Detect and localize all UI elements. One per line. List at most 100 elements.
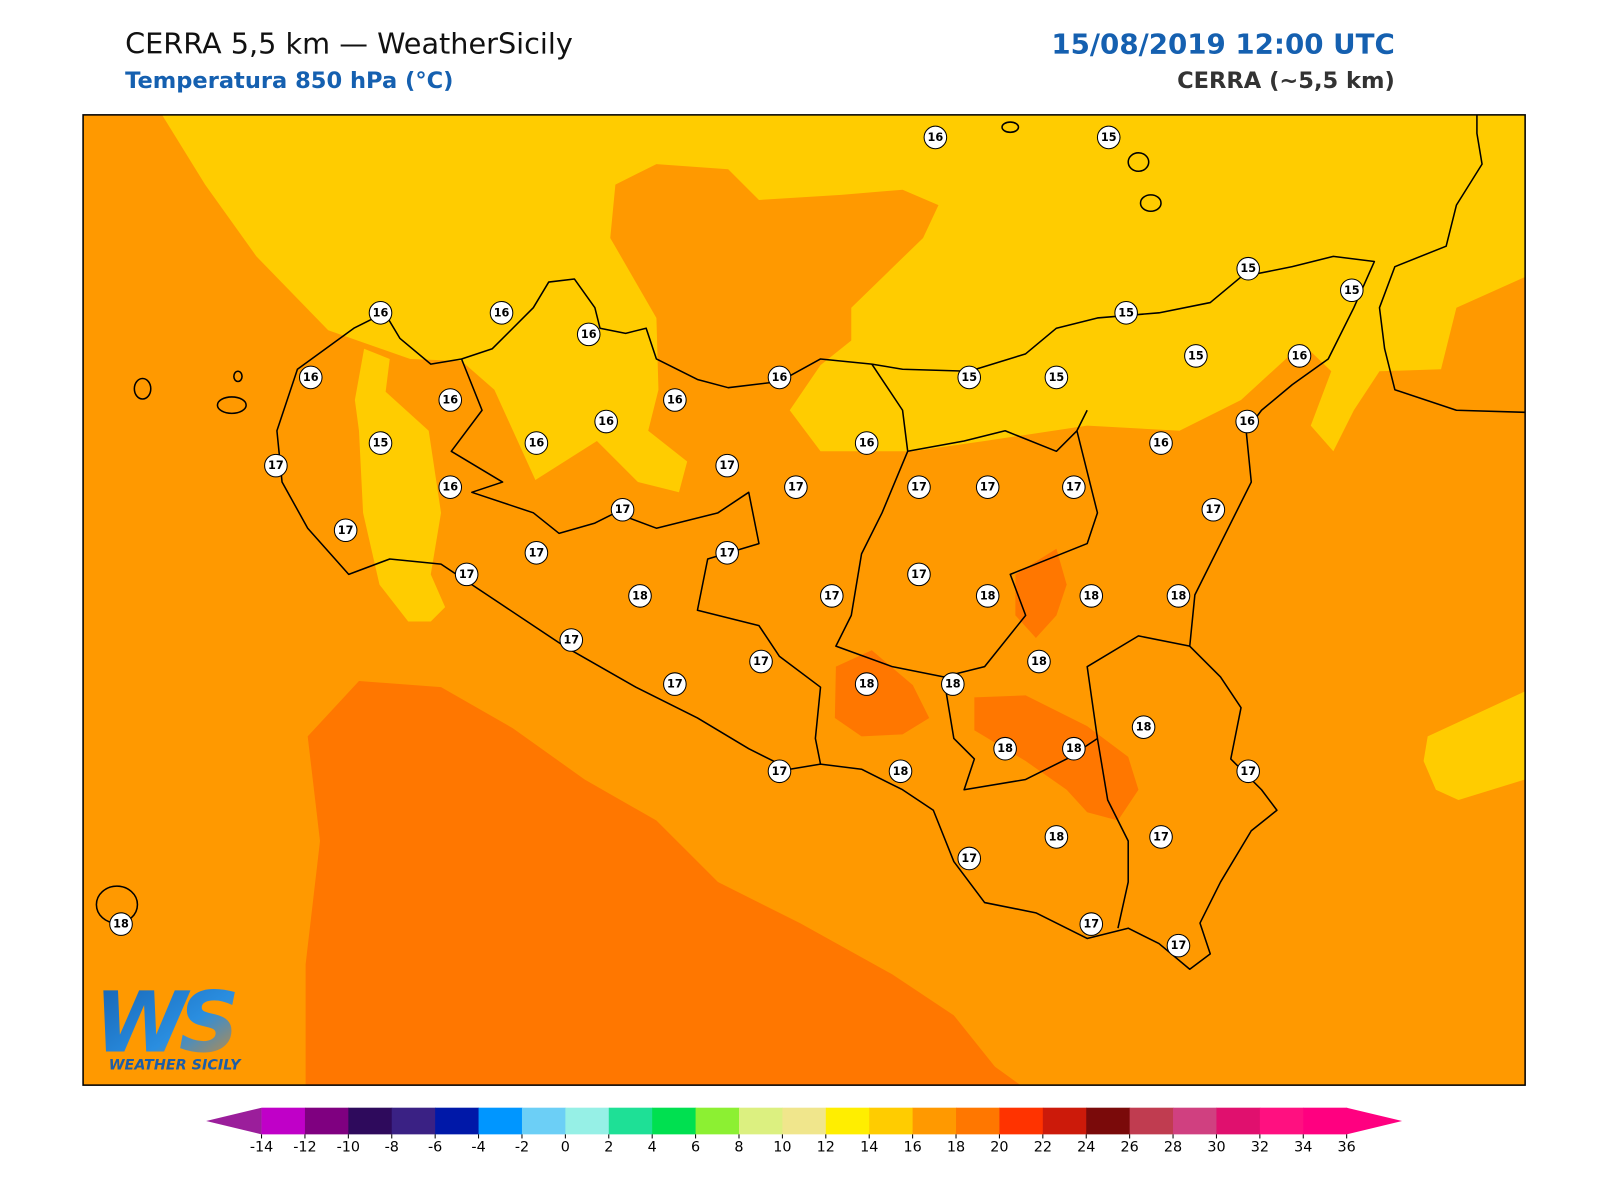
station-value: 17 — [563, 634, 579, 647]
station-marker — [1149, 825, 1173, 849]
colorbar-tick-label: 10 — [773, 1140, 791, 1156]
station-value: 18 — [893, 765, 909, 778]
colorbar-segment — [825, 1107, 870, 1135]
colorbar-segment — [1259, 1107, 1304, 1135]
station-value: 18 — [980, 589, 996, 602]
station-value: 16 — [303, 371, 319, 384]
station-marker — [941, 672, 965, 696]
station-value: 15 — [1344, 284, 1360, 297]
station-value: 18 — [1049, 830, 1065, 843]
subtitle: Temperatura 850 hPa (°C) — [125, 68, 453, 94]
station-marker — [1062, 475, 1086, 499]
logo-mark: WS — [94, 973, 235, 1071]
colorbar-segment — [1129, 1107, 1174, 1135]
station-marker — [854, 431, 879, 455]
colorbar-segment — [869, 1107, 914, 1135]
province-borders — [450, 358, 1190, 929]
colorbar-tick-label: -4 — [471, 1140, 485, 1156]
colorbar-segment — [782, 1107, 827, 1135]
station-value: 17 — [529, 546, 545, 559]
station-value: 16 — [928, 131, 944, 144]
station-value: 17 — [667, 678, 683, 691]
colorbar-tick-label: 36 — [1338, 1140, 1356, 1156]
logo-name: WEATHER SICILY — [109, 1058, 242, 1074]
station-marker — [1166, 584, 1191, 608]
colorbar-tick-label: -14 — [250, 1140, 273, 1156]
station-marker — [109, 912, 133, 936]
station-marker — [819, 584, 844, 608]
station-value: 17 — [911, 568, 927, 581]
station-marker — [767, 365, 792, 390]
station-marker — [923, 125, 948, 150]
station-marker — [333, 518, 358, 543]
field-14-16 — [162, 114, 1526, 493]
station-marker — [888, 759, 913, 784]
station-value: 17 — [911, 481, 927, 494]
station-value: 18 — [859, 678, 875, 691]
station-value: 15 — [961, 371, 977, 384]
colorbar-segment — [1216, 1107, 1261, 1135]
station-marker — [1027, 649, 1051, 674]
station-value: 16 — [494, 306, 510, 319]
station-value: 16 — [1292, 349, 1308, 362]
colorbar: -14 -12 -10 -8 -6 -4 -2 0 2 4 6 8 10 12 14 16 18 20 22 24 26… — [206, 1107, 1403, 1156]
station-marker — [975, 475, 1000, 499]
station-value: 17 — [961, 852, 977, 865]
colorbar-segment — [1173, 1107, 1217, 1135]
station-value: 16 — [442, 394, 458, 407]
station-value: 16 — [581, 328, 597, 341]
station-value: 17 — [1066, 481, 1082, 494]
station-marker — [628, 584, 652, 608]
colorbar-tick-label: 22 — [1034, 1140, 1052, 1156]
station-marker — [1079, 912, 1104, 936]
colorbar-segment — [348, 1107, 393, 1135]
colorbar-tick-label: -12 — [293, 1140, 316, 1156]
station-value: 18 — [1136, 721, 1152, 734]
station-marker — [749, 649, 773, 674]
colorbar-tick-label: 28 — [1164, 1140, 1182, 1156]
field-18-20 — [834, 650, 930, 737]
station-value: 17 — [459, 568, 475, 581]
station-value: 17 — [1205, 503, 1221, 516]
station-value: 17 — [824, 589, 840, 602]
colorbar-segment — [304, 1107, 349, 1135]
colorbar-tick-label: 20 — [990, 1140, 1008, 1156]
colorbar-tick-label: 12 — [817, 1140, 835, 1156]
station-marker — [1287, 344, 1312, 368]
station-marker — [907, 562, 931, 587]
station-marker — [957, 365, 982, 390]
colorbar-segment — [261, 1107, 306, 1135]
colorbar-tick-label: 34 — [1294, 1140, 1312, 1156]
station-value: 16 — [1239, 415, 1255, 428]
station-marker — [594, 409, 618, 434]
field-18-20 — [305, 681, 1021, 1086]
station-marker — [1201, 497, 1226, 522]
station-marker — [1149, 431, 1173, 455]
colorbar-segment — [608, 1107, 653, 1135]
station-value: 16 — [859, 437, 875, 450]
colorbar-tick-label: 24 — [1077, 1140, 1095, 1156]
station-marker — [576, 322, 601, 347]
field-18-20 — [1015, 548, 1067, 638]
station-value: 17 — [719, 546, 735, 559]
colorbar-segment — [435, 1107, 480, 1135]
station-value: 18 — [1066, 742, 1082, 755]
station-value: 16 — [598, 415, 614, 428]
station-marker — [1079, 584, 1104, 608]
station-value: 17 — [1083, 918, 1099, 931]
station-value: 15 — [1188, 349, 1204, 362]
station-value: 15 — [373, 437, 389, 450]
title: CERRA 5,5 km — WeatherSicily — [125, 26, 573, 60]
station-value: 16 — [667, 394, 683, 407]
station-marker — [1166, 933, 1191, 958]
station-value: 17 — [772, 765, 788, 778]
station-value: 18 — [1031, 655, 1047, 668]
station-marker — [298, 365, 323, 390]
colorbar-tick-label: 4 — [648, 1140, 657, 1156]
colorbar-segment — [999, 1107, 1044, 1135]
colorbar-tick-label: 2 — [604, 1140, 613, 1156]
station-value: 15 — [1101, 131, 1117, 144]
colorbar-under — [206, 1107, 262, 1135]
colorbar-segment — [521, 1107, 566, 1135]
coastline-calabria — [1378, 114, 1526, 414]
